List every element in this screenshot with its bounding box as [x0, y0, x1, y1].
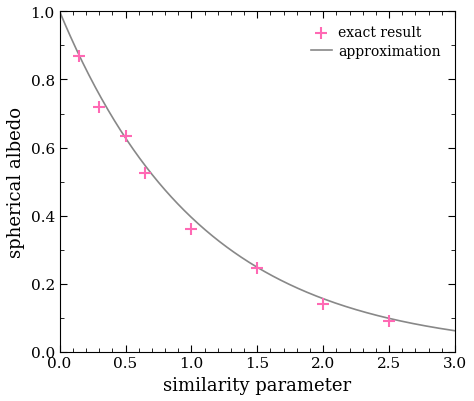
- exact result: [141, 170, 149, 177]
- exact result: [319, 301, 327, 308]
- approximation: [292, 285, 298, 290]
- exact result: [188, 227, 195, 233]
- Y-axis label: spherical albedo: spherical albedo: [7, 107, 25, 257]
- exact result: [385, 318, 393, 324]
- exact result: [95, 104, 103, 111]
- exact result: [254, 265, 261, 272]
- approximation: [381, 315, 386, 320]
- X-axis label: similarity parameter: similarity parameter: [163, 376, 351, 394]
- exact result: [122, 133, 129, 140]
- approximation: [247, 261, 253, 265]
- approximation: [245, 259, 250, 264]
- approximation: [452, 328, 458, 333]
- exact result: [75, 53, 83, 60]
- approximation: [443, 327, 448, 332]
- approximation: [271, 274, 276, 279]
- Line: approximation: approximation: [60, 12, 455, 331]
- Legend: exact result, approximation: exact result, approximation: [304, 19, 448, 65]
- approximation: [57, 10, 63, 15]
